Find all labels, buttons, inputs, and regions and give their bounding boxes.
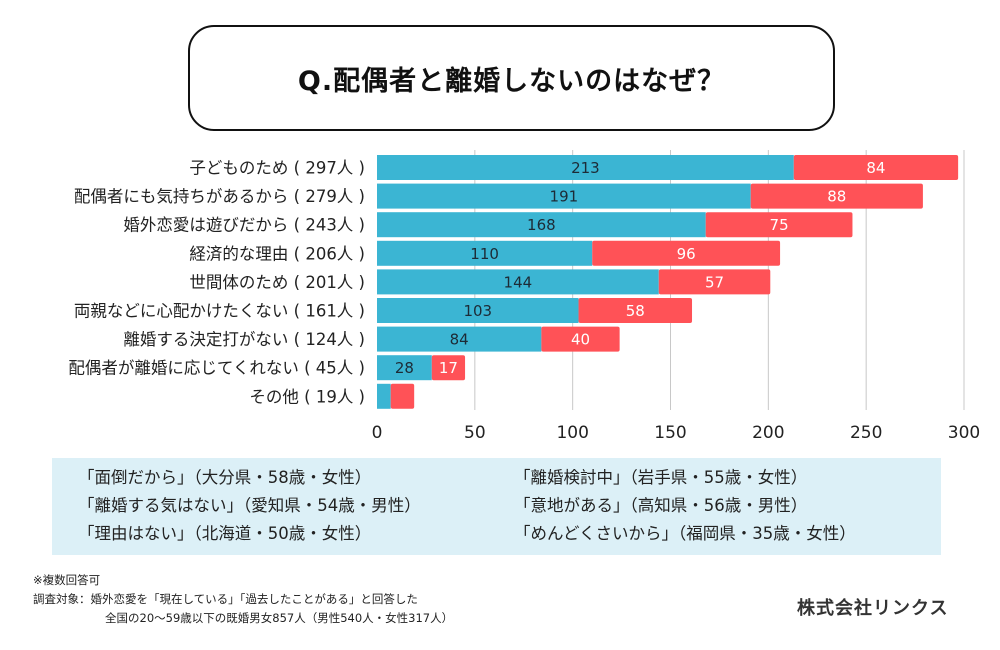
quote-item: 「理由はない」（北海道・50歳・女性） (78, 524, 372, 543)
note-multiple-answers: ※複数回答可 (33, 573, 101, 587)
category-label: その他 ( 19人 ) (249, 387, 365, 406)
quote-item: 「面倒だから」（大分県・58歳・女性） (78, 468, 372, 487)
bar-value-label: 75 (770, 216, 789, 234)
category-label: 配偶者が離婚に応じてくれない ( 45人 ) (68, 359, 365, 378)
labels: 0 50 100 150 200 250 300 子どものため ( 297人 ) 213 84 配偶… (68, 159, 980, 444)
category-label: 配偶者にも気持ちがあるから ( 279人 ) (74, 187, 365, 206)
x-tick-label: 100 (556, 423, 588, 443)
bar-segment-blue (377, 355, 432, 381)
quote-item: 「離婚検討中」（岩手県・55歳・女性） (514, 468, 808, 487)
bar-segment-red (390, 383, 415, 409)
bar-value-label: 103 (463, 302, 492, 320)
x-tick-label: 200 (752, 423, 784, 443)
bar-segment-red (592, 240, 781, 266)
x-tick-label: 50 (464, 423, 486, 443)
bar-segment-red (578, 298, 693, 323)
quote-item: 「めんどくさいから」（福岡県・35歳・女性） (514, 524, 856, 543)
bar-value-label: 96 (677, 245, 696, 263)
bars (377, 155, 959, 409)
category-label: 離婚する決定打がない ( 124人 ) (123, 330, 365, 349)
bar-segment-blue (377, 326, 542, 352)
x-tick-label: 150 (654, 423, 686, 443)
bar-value-label: 168 (527, 216, 556, 234)
note-target-line1: 調査対象：婚外恋愛を「現在している」「過去したことがある」と回答した (33, 592, 418, 606)
bar-value-label: 28 (395, 359, 414, 377)
bar-value-label: 57 (705, 273, 724, 291)
x-tick-label: 0 (372, 423, 383, 443)
x-tick-label: 300 (948, 423, 980, 443)
quotes-right: 「離婚検討中」（岩手県・55歳・女性） 「意地がある」（高知県・56歳・男性） … (514, 464, 856, 548)
bar-value-label: 40 (571, 331, 590, 349)
bar-value-label: 84 (866, 159, 885, 177)
bar-value-label: 58 (626, 302, 645, 320)
bar-segment-blue (377, 212, 706, 238)
category-label: 経済的な理由 ( 206人 ) (189, 244, 365, 263)
quote-box: 「面倒だから」（大分県・58歳・女性） 「離婚する気はない」（愛知県・54歳・男… (52, 458, 941, 555)
stacked-bar-chart: 0 50 100 150 200 250 300 子どものため ( 297人 ) 213 84 配偶… (68, 150, 980, 444)
quotes-left: 「面倒だから」（大分県・58歳・女性） 「離婚する気はない」（愛知県・54歳・男… (78, 464, 421, 548)
bar-segment-red (793, 155, 959, 180)
footnotes: ※複数回答可 調査対象：婚外恋愛を「現在している」「過去したことがある」と回答し… (33, 571, 453, 628)
bar-segment-red (705, 212, 853, 238)
bar-value-label: 84 (450, 331, 469, 349)
company-name: 株式会社リンクス (797, 598, 949, 619)
bar-value-label: 17 (439, 359, 458, 377)
bar-value-label: 110 (470, 245, 499, 263)
category-label: 子どものため ( 297人 ) (189, 159, 365, 178)
bar-segment-red (431, 355, 466, 381)
bar-value-label: 213 (571, 159, 600, 177)
bar-value-label: 88 (827, 188, 846, 206)
bar-value-label: 144 (504, 273, 533, 291)
chart-title: Q.配偶者と離婚しないのはなぜ？ (297, 65, 726, 97)
bar-segment-red (750, 183, 923, 209)
title-box: Q.配偶者と離婚しないのはなぜ？ (188, 25, 835, 131)
bar-segment-blue (377, 155, 794, 180)
bar-segment-blue (377, 383, 391, 409)
bar-segment-blue (377, 269, 659, 295)
x-tick-label: 250 (850, 423, 882, 443)
note-target-line2: 全国の20〜59歳以下の既婚男女857人（男性540人・女性317人） (105, 611, 454, 625)
bar-value-label: 191 (550, 188, 579, 206)
bar-segment-blue (377, 298, 579, 323)
category-label: 婚外恋愛は遊びだから ( 243人 ) (123, 215, 365, 235)
bar-segment-red (541, 326, 620, 352)
category-label: 両親などに心配かけたくない ( 161人 ) (74, 302, 365, 321)
bar-segment-blue (377, 240, 593, 266)
quote-item: 「離婚する気はない」（愛知県・54歳・男性） (78, 496, 421, 515)
bar-segment-blue (377, 183, 751, 209)
category-label: 世間体のため ( 201人 ) (189, 273, 365, 292)
quote-item: 「意地がある」（高知県・56歳・男性） (514, 496, 808, 515)
bar-segment-red (658, 269, 771, 295)
